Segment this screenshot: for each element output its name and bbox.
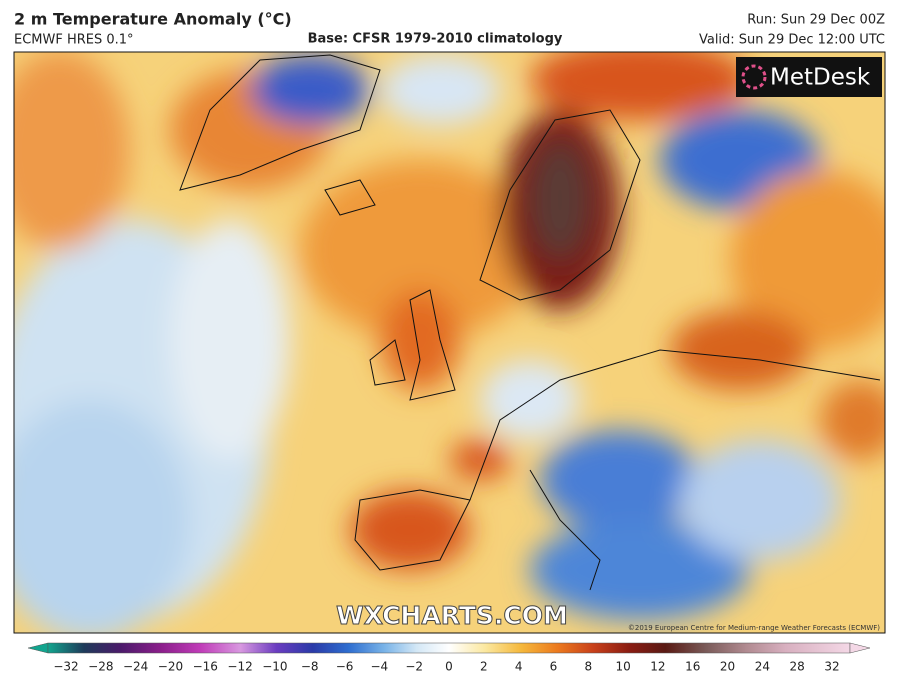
colorbar-tick-label: 24 <box>755 660 770 674</box>
colorbar-tick-label: 2 <box>480 660 488 674</box>
logo: MetDesk <box>770 65 871 91</box>
colorbar-tick-label: −2 <box>405 660 423 674</box>
colorbar-tick-label: −16 <box>193 660 218 674</box>
colorbar-tick-label: −10 <box>262 660 287 674</box>
colorbar-tick-label: −8 <box>301 660 319 674</box>
model: ECMWF HRES 0.1° <box>14 33 134 48</box>
colorbar-tick-label: 28 <box>790 660 805 674</box>
valid: Valid: Sun 29 Dec 12:00 UTC <box>699 33 885 48</box>
colorbar-tick-label: 20 <box>720 660 735 674</box>
colorbar-tick-label: 6 <box>550 660 558 674</box>
colorbar-tick-label: −20 <box>158 660 183 674</box>
colorbar-tick-label: −6 <box>336 660 354 674</box>
colorbar-tick-label: 12 <box>650 660 665 674</box>
colorbar-tick-label: 4 <box>515 660 523 674</box>
colorbar-tick-label: 32 <box>824 660 839 674</box>
title: 2 m Temperature Anomaly (°C) <box>14 10 292 29</box>
colorbar-tick-label: −4 <box>371 660 389 674</box>
colorbar-tick-label: 0 <box>445 660 453 674</box>
colorbar-tick-label: −28 <box>88 660 113 674</box>
credit: ©2019 European Centre for Medium-range W… <box>628 624 880 632</box>
colorbar: −32 −28 −24 −20 −16 −12 −10 −8 −6 −4 −2 0 2 4 6 8 10 12 16… <box>27 642 871 674</box>
map: MetDesk WXCHARTS.COM ©2019 European Cent… <box>14 52 885 633</box>
watermark: WXCHARTS.COM <box>336 601 568 630</box>
colorbar-tick-label: 10 <box>615 660 630 674</box>
run: Run: Sun 29 Dec 00Z <box>747 13 885 28</box>
colorbar-tick-label: −24 <box>123 660 148 674</box>
colorbar-tick-label: 16 <box>685 660 700 674</box>
colorbar-tick-label: 8 <box>584 660 592 674</box>
base: Base: CFSR 1979-2010 climatology <box>308 32 563 47</box>
colorbar-tick-label: −32 <box>53 660 78 674</box>
colorbar-tick-label: −12 <box>227 660 252 674</box>
map-frame <box>13 51 886 634</box>
logo-box <box>736 57 882 97</box>
